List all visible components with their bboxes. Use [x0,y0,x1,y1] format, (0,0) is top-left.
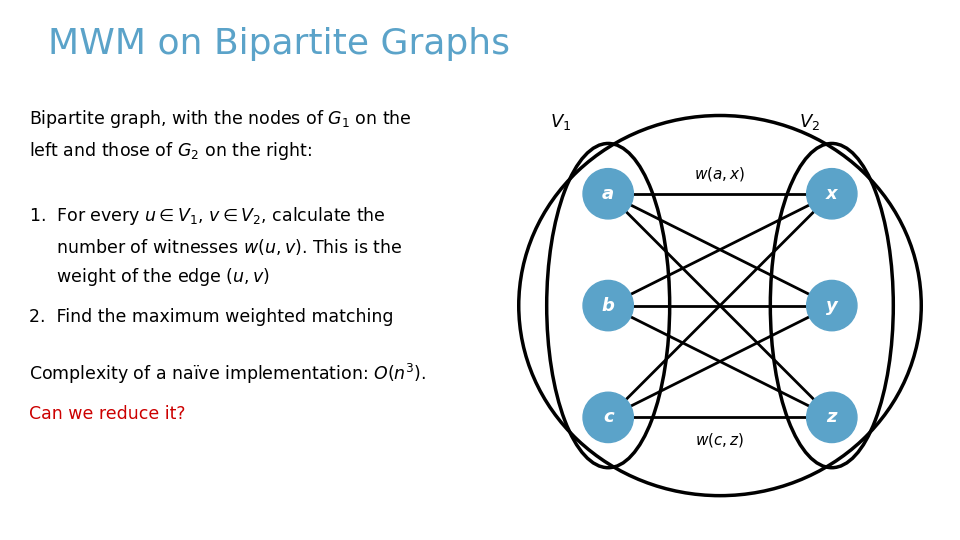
Circle shape [583,168,634,219]
Text: Can we reduce it?: Can we reduce it? [29,405,185,423]
Text: x: x [826,185,838,202]
Text: y: y [826,296,838,315]
Text: $w(c,z)$: $w(c,z)$ [695,431,745,449]
Circle shape [806,280,857,330]
Text: z: z [827,408,837,427]
Text: $V_2$: $V_2$ [799,112,820,132]
Text: $w(a,x)$: $w(a,x)$ [694,165,746,183]
Circle shape [806,392,857,443]
Text: 2.  Find the maximum weighted matching: 2. Find the maximum weighted matching [29,308,394,326]
Text: b: b [602,296,614,315]
Text: a: a [602,185,614,202]
Text: MWM on Bipartite Graphs: MWM on Bipartite Graphs [48,27,510,61]
Circle shape [583,392,634,443]
Text: Bipartite graph, with the nodes of $G_1$ on the
left and those of $G_2$ on the r: Bipartite graph, with the nodes of $G_1$… [29,108,412,161]
Text: 1.  For every $u \in V_1$, $v \in V_2$, calculate the
     number of witnesses $: 1. For every $u \in V_1$, $v \in V_2$, c… [29,205,402,288]
Circle shape [806,168,857,219]
Text: c: c [603,408,613,427]
Text: $V_1$: $V_1$ [550,112,571,132]
Text: Complexity of a naïve implementation: $O(n^3)$.: Complexity of a naïve implementation: $O… [29,362,426,386]
Circle shape [583,280,634,330]
